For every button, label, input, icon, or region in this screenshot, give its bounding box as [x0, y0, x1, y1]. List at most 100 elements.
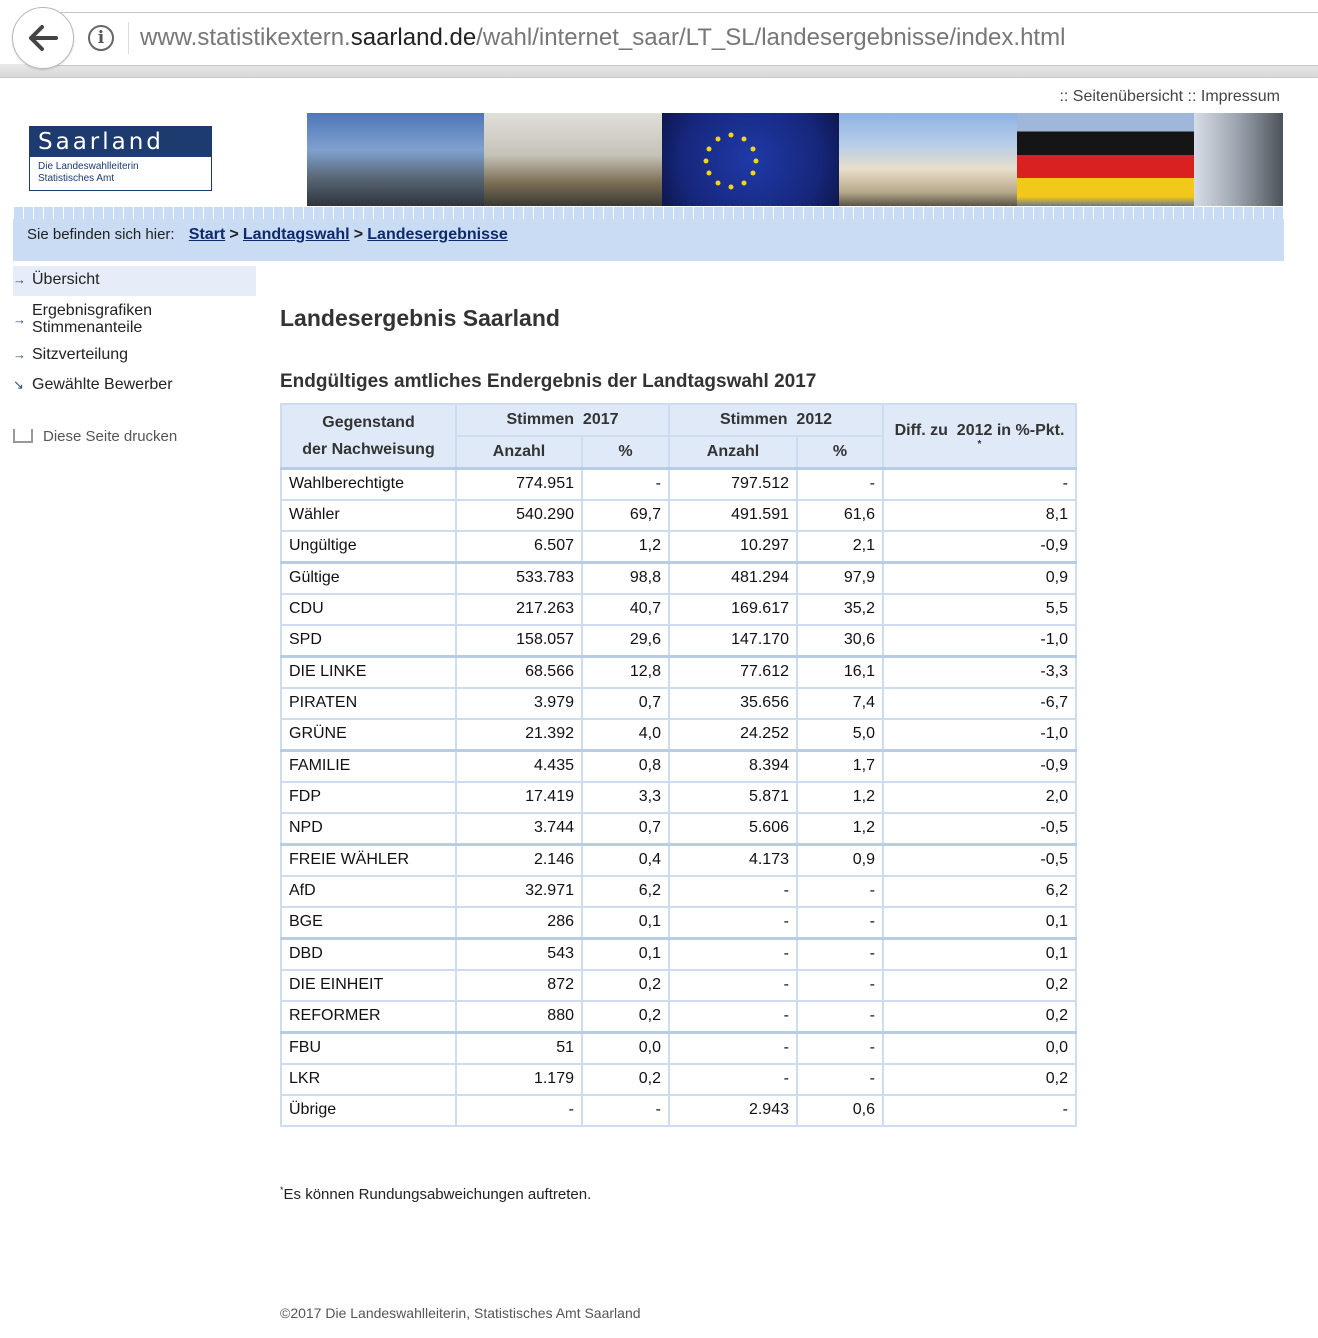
header-pct-2012: % — [796, 435, 884, 469]
sidebar-item-gewaehlte-bewerber[interactable]: ↘ Gewählte Bewerber — [13, 374, 256, 396]
sidebar-item-label: Übersicht — [32, 271, 100, 288]
header-votes-2017: Stimmen 2017 — [455, 403, 670, 437]
table-cell: 69,7 — [581, 498, 670, 532]
table-cell: 16,1 — [796, 654, 884, 689]
table-cell: 35.656 — [668, 686, 798, 720]
breadcrumb-landtagswahl[interactable]: Landtagswahl — [242, 226, 350, 243]
header-pct-2017: % — [581, 435, 670, 469]
row-label: Wähler — [280, 498, 457, 532]
banner-eu-flag — [661, 113, 840, 206]
table-cell: 491.591 — [668, 498, 798, 532]
table-row: REFORMER 880 0,2- -0,2 — [280, 999, 1077, 1033]
table-cell: 5,5 — [882, 592, 1077, 626]
breadcrumb-separator: > — [229, 226, 239, 243]
url-prefix: www.statistikextern. — [140, 24, 351, 51]
row-label: FAMILIE — [280, 748, 457, 783]
saarland-logo[interactable]: Saarland Die Landeswahlleiterin Statisti… — [29, 126, 212, 191]
address-bar[interactable] — [56, 12, 1318, 66]
table-cell: 21.392 — [455, 717, 583, 751]
table-cell: -0,5 — [882, 811, 1077, 845]
breadcrumb-ruler — [13, 207, 1284, 219]
copyright: ©2017 Die Landeswahlleiterin, Statistisc… — [280, 1305, 641, 1321]
table-cell: 0,2 — [882, 999, 1077, 1033]
table-cell: 2,1 — [796, 529, 884, 563]
toolbar-shade — [0, 64, 1318, 77]
print-page-link[interactable]: Diese Seite drucken — [13, 428, 177, 445]
logo-line-1: Die Landeswahlleiterin — [38, 161, 139, 172]
table-cell: 0,2 — [581, 999, 670, 1033]
top-links: :: Seitenübersicht :: Impressum — [1059, 88, 1280, 106]
sidebar-item-uebersicht[interactable]: → Übersicht — [13, 266, 256, 296]
table-cell: 0,2 — [581, 1062, 670, 1096]
table-row: FREIE WÄHLER 2.146 0,4 4.173 0,9 -0,5 — [280, 842, 1077, 877]
table-cell: - — [668, 999, 798, 1033]
table-cell: -1,0 — [882, 623, 1077, 657]
table-cell: - — [668, 874, 798, 908]
table-row: DBD 543 0,1- -0,1 — [280, 936, 1077, 971]
breadcrumb-landesergebnisse[interactable]: Landesergebnisse — [367, 226, 508, 243]
breadcrumb-start[interactable]: Start — [188, 226, 226, 243]
table-cell: 30,6 — [796, 623, 884, 657]
table-cell: 12,8 — [581, 654, 670, 689]
row-label: Wahlberechtigte — [280, 466, 457, 501]
table-cell: 10.297 — [668, 529, 798, 563]
url-separator — [128, 22, 129, 54]
table-cell: - — [882, 466, 1077, 501]
print-label: Diese Seite drucken — [43, 428, 178, 445]
table-cell: 540.290 — [455, 498, 583, 532]
table-cell: - — [796, 1030, 884, 1065]
table-cell: -0,9 — [882, 748, 1077, 783]
sidebar-item-label: Gewählte Bewerber — [32, 376, 173, 393]
table-cell: 97,9 — [796, 560, 884, 595]
info-icon[interactable]: i — [88, 25, 114, 51]
table-cell: 61,6 — [796, 498, 884, 532]
header-count-2012: Anzahl — [668, 435, 798, 469]
table-cell: 6,2 — [581, 874, 670, 908]
url-text[interactable]: www.statistikextern.saarland.de/wahl/int… — [140, 24, 1065, 52]
page-title: Landesergebnis Saarland — [280, 305, 560, 331]
row-label: FREIE WÄHLER — [280, 842, 457, 877]
table-cell: - — [455, 1093, 583, 1127]
table-cell: -3,3 — [882, 654, 1077, 689]
table-cell: 5.871 — [668, 780, 798, 814]
table-cell: 481.294 — [668, 560, 798, 595]
table-cell: - — [581, 466, 670, 501]
table-cell: 0,6 — [796, 1093, 884, 1127]
table-cell: 6.507 — [455, 529, 583, 563]
arrow-right-icon: → — [13, 272, 26, 287]
table-row: FBU 51 0,0- -0,0 — [280, 1030, 1077, 1065]
row-label: REFORMER — [280, 999, 457, 1033]
imprint-link[interactable]: Impressum — [1200, 88, 1280, 105]
table-cell: - — [668, 1062, 798, 1096]
table-cell: 0,7 — [581, 811, 670, 845]
table-cell: 8,1 — [882, 498, 1077, 532]
table-cell: - — [796, 999, 884, 1033]
back-button[interactable] — [12, 7, 74, 69]
table-cell: 147.170 — [668, 623, 798, 657]
breadcrumb-separator: > — [353, 226, 364, 243]
table-row: LKR 1.179 0,2- -0,2 — [280, 1062, 1077, 1096]
breadcrumb: Sie befinden sich hier: Start > Landtags… — [13, 219, 1284, 261]
sitemap-link[interactable]: Seitenübersicht — [1072, 88, 1184, 105]
row-label: DIE LINKE — [280, 654, 457, 689]
table-cell: 7,4 — [796, 686, 884, 720]
results-table: Gegenstand der Nachweisung Stimmen 2017 … — [280, 403, 1077, 1127]
row-label: Übrige — [280, 1093, 457, 1127]
sidebar-item-ergebnisgrafiken[interactable]: → Ergebnisgrafiken Stimmenanteile — [13, 302, 256, 336]
table-cell: 68.566 — [455, 654, 583, 689]
row-label: LKR — [280, 1062, 457, 1096]
table-cell: - — [668, 1030, 798, 1065]
sidebar-item-label: Stimmenanteile — [32, 319, 143, 336]
header-subject: Gegenstand der Nachweisung — [280, 403, 457, 469]
row-label: PIRATEN — [280, 686, 457, 720]
row-label: Ungültige — [280, 529, 457, 563]
sidebar-item-sitzverteilung[interactable]: → Sitzverteilung — [13, 344, 256, 366]
footnote: *Es können Rundungsabweichungen auftrete… — [280, 1185, 591, 1203]
table-row: PIRATEN 3.979 0,7 35.656 7,4 -6,7 — [280, 686, 1077, 720]
table-row: Wähler 540.290 69,7 491.591 61,6 8,1 — [280, 498, 1077, 532]
header-subject-line-1: Gegenstand — [322, 413, 415, 431]
row-label: SPD — [280, 623, 457, 657]
back-arrow-icon — [29, 25, 58, 51]
table-cell: 5,0 — [796, 717, 884, 751]
table-cell: 1.179 — [455, 1062, 583, 1096]
